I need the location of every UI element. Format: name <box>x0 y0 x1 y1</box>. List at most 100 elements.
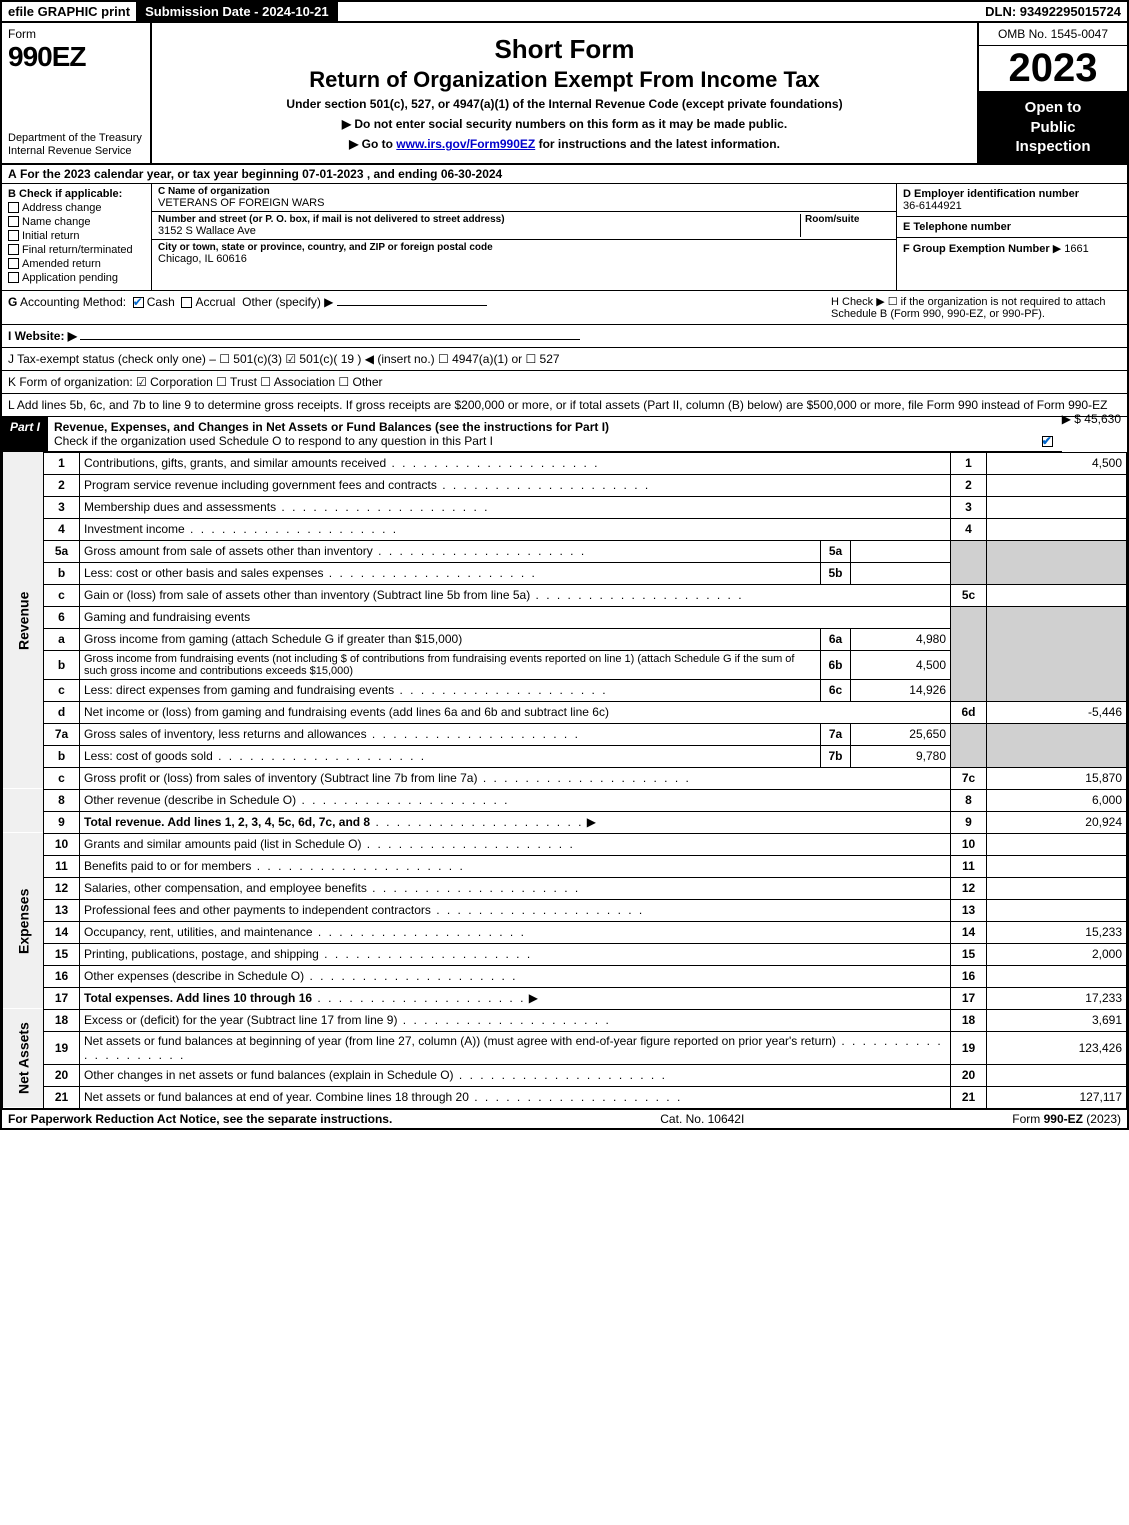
line-10-box: 10 <box>951 833 987 855</box>
line-19-desc: Net assets or fund balances at beginning… <box>80 1031 951 1064</box>
phone-cell: E Telephone number <box>897 217 1127 238</box>
line-10-num: 10 <box>44 833 80 855</box>
line-6c-sbv: 14,926 <box>851 679 951 701</box>
footer-left: For Paperwork Reduction Act Notice, see … <box>8 1112 392 1126</box>
l-text: L Add lines 5b, 6c, and 7b to line 9 to … <box>8 398 1107 412</box>
j-text: J Tax-exempt status (check only one) – ☐… <box>8 352 560 366</box>
line-1-num: 1 <box>44 452 80 474</box>
line-7b-sbv: 9,780 <box>851 745 951 767</box>
line-5c-desc: Gain or (loss) from sale of assets other… <box>80 584 951 606</box>
cb-amended-return[interactable]: Amended return <box>8 258 145 270</box>
open-line3: Inspection <box>983 137 1123 157</box>
line-1-box: 1 <box>951 452 987 474</box>
line-16-desc: Other expenses (describe in Schedule O) <box>80 965 951 987</box>
line-3-num: 3 <box>44 496 80 518</box>
line-4-desc: Investment income <box>80 518 951 540</box>
room-label: Room/suite <box>805 214 890 225</box>
line-16-box: 16 <box>951 965 987 987</box>
line-4-num: 4 <box>44 518 80 540</box>
cb-final-return[interactable]: Final return/terminated <box>8 244 145 256</box>
line-6a-desc: Gross income from gaming (attach Schedul… <box>80 628 821 650</box>
line-6a-sbv: 4,980 <box>851 628 951 650</box>
sidebar-revenue-cont <box>3 789 44 833</box>
line-20-box: 20 <box>951 1064 987 1086</box>
line-3-desc: Membership dues and assessments <box>80 496 951 518</box>
form-container: efile GRAPHIC print Submission Date - 20… <box>0 0 1129 1130</box>
line-5a-num: 5a <box>44 540 80 562</box>
sidebar-expenses: Expenses <box>3 833 44 1009</box>
irs-link[interactable]: www.irs.gov/Form990EZ <box>396 137 535 151</box>
cb-address-change[interactable]: Address change <box>8 202 145 214</box>
line-16-amt <box>987 965 1127 987</box>
line-21-amt: 127,117 <box>987 1086 1127 1108</box>
line-4-box: 4 <box>951 518 987 540</box>
footer-center: Cat. No. 10642I <box>660 1112 744 1126</box>
footer-right: Form 990-EZ (2023) <box>1012 1112 1121 1126</box>
cb-name-change[interactable]: Name change <box>8 216 145 228</box>
line-21-num: 21 <box>44 1086 80 1108</box>
line-3-amt <box>987 496 1127 518</box>
line-17-box: 17 <box>951 987 987 1009</box>
line-6b-sb: 6b <box>821 650 851 679</box>
line-7c-box: 7c <box>951 767 987 789</box>
topbar: efile GRAPHIC print Submission Date - 20… <box>2 2 1127 23</box>
cb-schedule-o[interactable] <box>1042 436 1053 447</box>
efile-label: efile GRAPHIC print <box>2 2 137 21</box>
line-5c-num: c <box>44 584 80 606</box>
line-11-box: 11 <box>951 855 987 877</box>
line-6-shade-amt <box>987 606 1127 701</box>
line-11-desc: Benefits paid to or for members <box>80 855 951 877</box>
line-5c-amt <box>987 584 1127 606</box>
footer: For Paperwork Reduction Act Notice, see … <box>2 1109 1127 1128</box>
street-value: 3152 S Wallace Ave <box>158 225 800 237</box>
line-6b-num: b <box>44 650 80 679</box>
line-7a-sbv: 25,650 <box>851 723 951 745</box>
ein-label: D Employer identification number <box>903 188 1121 200</box>
line-6d-desc: Net income or (loss) from gaming and fun… <box>80 701 951 723</box>
goto-pre: ▶ Go to <box>349 137 396 151</box>
row-i: I Website: ▶ <box>2 325 1127 348</box>
cb-accrual[interactable] <box>181 297 192 308</box>
section-bcdef: B Check if applicable: Address change Na… <box>2 184 1127 291</box>
line-5b-sbv <box>851 562 951 584</box>
line-5ab-shade-amt <box>987 540 1127 584</box>
b-label: B Check if applicable: <box>8 188 122 200</box>
row-a: A For the 2023 calendar year, or tax yea… <box>2 165 1127 184</box>
line-1-desc: Contributions, gifts, grants, and simila… <box>80 452 951 474</box>
line-6a-num: a <box>44 628 80 650</box>
line-15-num: 15 <box>44 943 80 965</box>
cb-cash[interactable] <box>133 297 144 308</box>
cb-initial-return[interactable]: Initial return <box>8 230 145 242</box>
line-1-amt: 4,500 <box>987 452 1127 474</box>
row-j: J Tax-exempt status (check only one) – ☐… <box>2 348 1127 371</box>
line-21-box: 21 <box>951 1086 987 1108</box>
subtitle-code: Under section 501(c), 527, or 4947(a)(1)… <box>286 97 842 111</box>
line-8-box: 8 <box>951 789 987 811</box>
form-number: 990EZ <box>8 41 144 73</box>
line-12-num: 12 <box>44 877 80 899</box>
line-11-num: 11 <box>44 855 80 877</box>
line-10-desc: Grants and similar amounts paid (list in… <box>80 833 951 855</box>
line-7a-num: 7a <box>44 723 80 745</box>
line-16-num: 16 <box>44 965 80 987</box>
dln: DLN: 93492295015724 <box>979 2 1127 21</box>
line-12-amt <box>987 877 1127 899</box>
line-3-box: 3 <box>951 496 987 518</box>
org-name-value: VETERANS OF FOREIGN WARS <box>158 197 890 209</box>
line-13-num: 13 <box>44 899 80 921</box>
sidebar-revenue: Revenue <box>3 452 44 789</box>
tax-year: 2023 <box>977 46 1127 92</box>
line-15-box: 15 <box>951 943 987 965</box>
header-right: OMB No. 1545-0047 2023 Open to Public In… <box>977 23 1127 163</box>
line-13-box: 13 <box>951 899 987 921</box>
col-c: C Name of organization VETERANS OF FOREI… <box>152 184 897 290</box>
goto-post: for instructions and the latest informat… <box>535 137 780 151</box>
g-label: G <box>8 295 17 309</box>
open-line1: Open to <box>983 98 1123 118</box>
department-label: Department of the Treasury Internal Reve… <box>8 132 144 158</box>
cb-application-pending[interactable]: Application pending <box>8 272 145 284</box>
row-g: G Accounting Method: Cash Accrual Other … <box>2 291 1127 325</box>
subtitle-link-row: ▶ Go to www.irs.gov/Form990EZ for instru… <box>349 137 780 151</box>
omb-number: OMB No. 1545-0047 <box>977 23 1127 46</box>
line-6d-num: d <box>44 701 80 723</box>
